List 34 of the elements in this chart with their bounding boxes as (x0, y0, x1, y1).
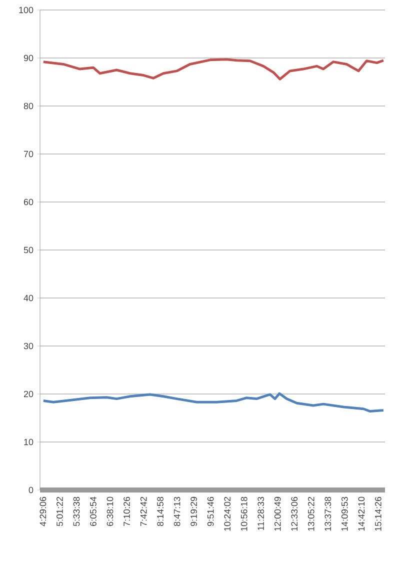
x-tick-label: 5:33:38 (73, 496, 80, 526)
x-tick-label: 4:29:06 (40, 496, 46, 526)
x-tick-label: 9:51:46 (207, 496, 214, 526)
x-tick-label: 9:19:29 (190, 496, 197, 526)
x-tick-label: 11:28:33 (258, 496, 264, 530)
line-series (42, 392, 385, 413)
y-tick-label: 0 (28, 486, 34, 494)
y-tick-label: 80 (24, 102, 34, 110)
y-tick-label: 30 (24, 342, 34, 350)
x-tick-label: 6:38:10 (106, 496, 114, 526)
y-tick-label: 50 (24, 246, 34, 254)
x-tick-label: 8:47:13 (174, 496, 180, 526)
x-tick-label: 7:10:26 (124, 496, 130, 526)
x-tick-label: 14:42:10 (358, 496, 365, 531)
y-tick-label: 10 (24, 438, 34, 446)
line-series (42, 58, 385, 80)
x-tick-label: 6:05:54 (90, 496, 96, 526)
x-tick-label: 13:05:22 (308, 496, 314, 531)
x-tick-label: 14:09:53 (341, 496, 348, 531)
x-tick-label: 7:42:42 (140, 496, 147, 526)
y-tick-label: 20 (24, 390, 34, 398)
y-tick-label: 90 (24, 54, 34, 62)
x-tick-label: 15:14:26 (374, 496, 382, 531)
x-tick-label: 13:37:38 (324, 496, 332, 531)
x-tick-label: 12:33:06 (291, 496, 298, 531)
x-tick-label: 10:56:18 (240, 496, 248, 531)
y-tick-label: 40 (24, 294, 34, 302)
y-tick-label: 60 (24, 198, 34, 206)
x-tick-label: 12:00:49 (274, 496, 281, 531)
x-tick-label: 10:24:02 (224, 496, 231, 531)
x-tick-label: 5:01:22 (56, 496, 63, 526)
x-tick-label: 8:14:58 (157, 496, 164, 526)
y-tick-label: 70 (24, 150, 34, 158)
y-tick-label: 100 (19, 6, 34, 14)
